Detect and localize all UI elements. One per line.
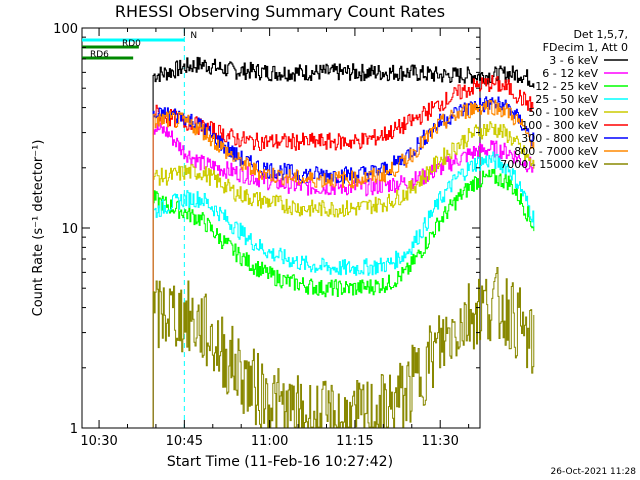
flag-label-rd6: RD6 [90,50,109,60]
series-path [152,121,535,428]
plot-frame [81,27,481,429]
series-100-300-kev [152,75,534,428]
legend-entry-label: 800 - 7000 keV [514,145,598,158]
legend-entry-label: 50 - 100 keV [528,106,598,119]
legend-entry-label: 100 - 300 keV [521,119,598,132]
y-axis-label: Count Rate (s⁻¹ detector⁻¹) [31,140,46,317]
legend-entry-label: 300 - 800 keV [521,132,598,145]
x-tick-label: 11:15 [336,434,373,449]
series-path [152,56,535,428]
y-tick-label: 100 [53,22,78,37]
legend-entry-label: 12 - 25 keV [535,80,598,93]
x-tick-label: 11:00 [251,434,288,449]
series-25-50-kev [152,151,535,428]
series-50-100-kev [152,121,535,428]
footer-timestamp: 26-Oct-2021 11:28 [551,467,637,477]
legend-entry-label: 6 - 12 keV [542,67,598,80]
series-7000-15000-kev [152,267,535,428]
flag-label-n: N [190,31,197,41]
legend-entry-label: 3 - 6 keV [549,54,598,67]
series-lines [152,56,535,428]
legend-entry-label: 7000 - 15000 keV [500,158,598,171]
x-tick-label: 10:45 [166,434,203,449]
x-tick-label: 10:30 [80,434,117,449]
flag-bars: N RD0 RD6 [82,31,197,60]
y-tick-label: 10 [61,222,78,237]
series-path [152,99,535,428]
x-axis-label: Start Time (11-Feb-16 10:27:42) [167,454,393,470]
series-12-25-kev [152,168,535,428]
series-path [152,168,535,428]
plot-area [81,27,481,429]
chart-title: RHESSI Observing Summary Count Rates [115,2,445,21]
series-path [152,151,535,428]
axes: 10:30 10:45 11:00 11:15 11:30 1 10 100 [53,22,480,449]
flag-label-rd0: RD0 [122,39,141,49]
x-tick-label: 11:30 [421,434,458,449]
series-3-6-kev [152,56,535,428]
y-tick-label: 1 [70,422,78,437]
series-path [152,75,534,428]
legend-header: Det 1,5,7, [573,28,628,41]
series-800-7000-kev [152,99,535,428]
series-path [152,267,535,428]
legend-header: FDecim 1, Att 0 [543,41,628,54]
legend-entry-label: 25 - 50 keV [535,93,598,106]
